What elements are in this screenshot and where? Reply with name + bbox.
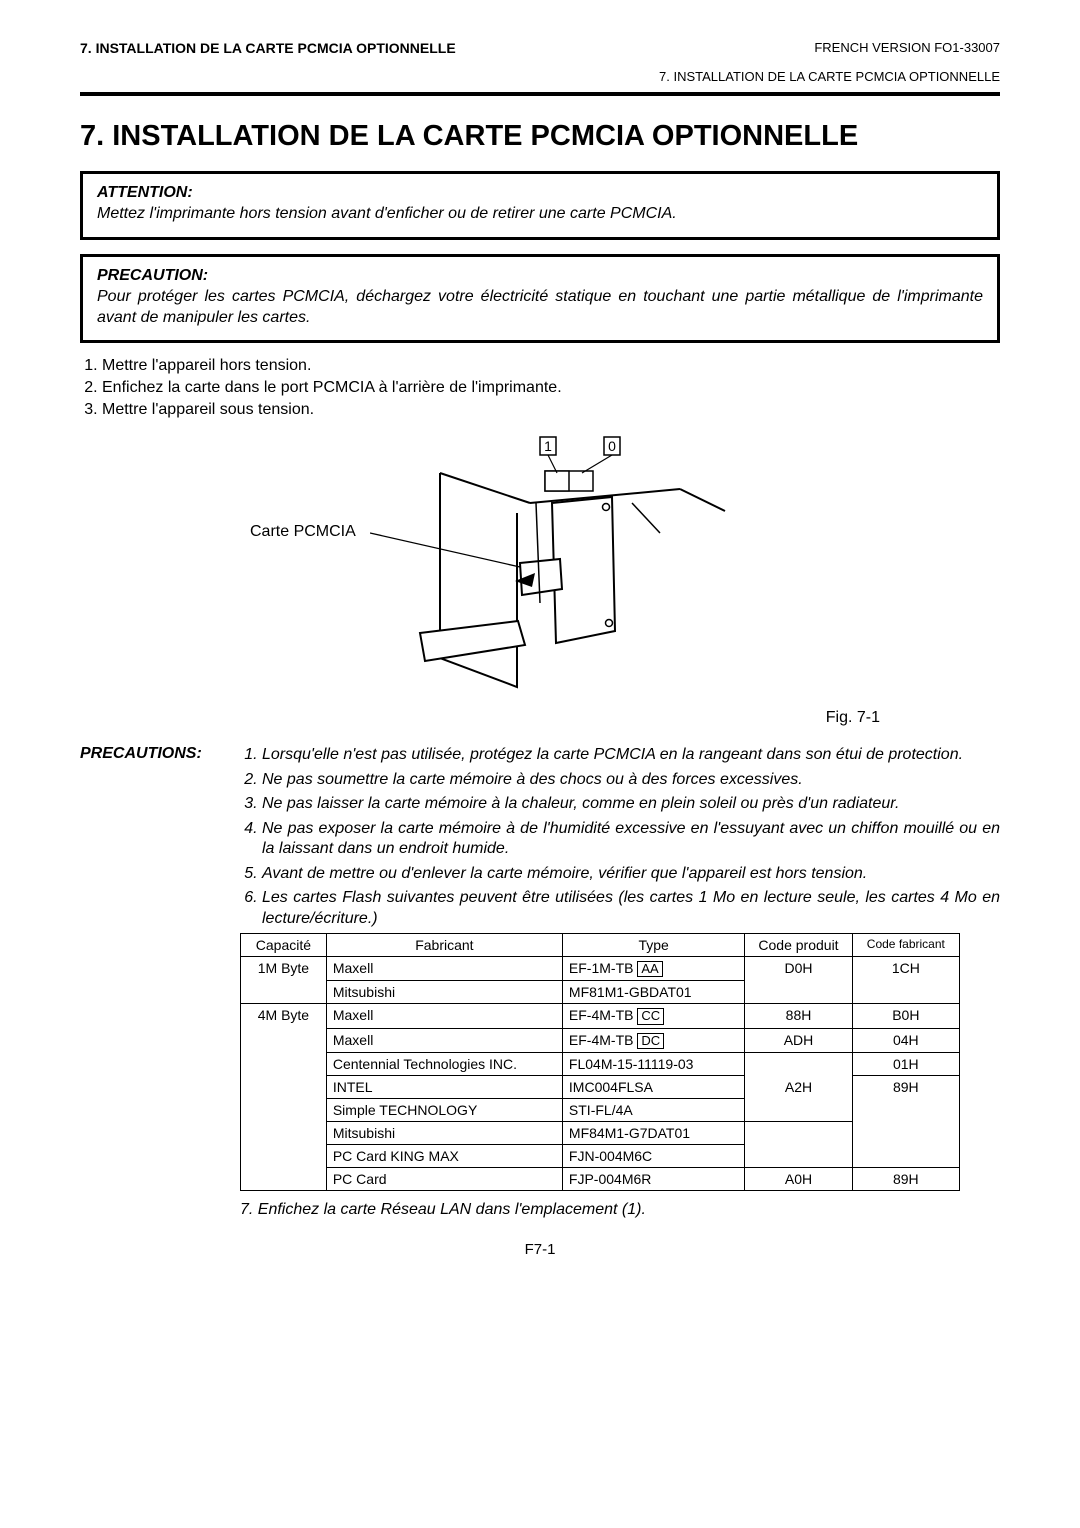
table-row: 1M Byte Maxell EF-1M-TB AA D0H 1CH [241, 957, 960, 981]
precautions-list: Lorsqu'elle n'est pas utilisée, protégez… [240, 745, 1000, 933]
step-item: Enfichez la carte dans le port PCMCIA à … [102, 379, 1000, 397]
page: 7. INSTALLATION DE LA CARTE PCMCIA OPTIO… [0, 0, 1080, 1298]
page-footer: F7-1 [80, 1241, 1000, 1258]
steps-list: Mettre l'appareil hors tension. Enfichez… [80, 357, 1000, 419]
header-version: FRENCH VERSION FO1-33007 [659, 40, 1000, 55]
precaution-item: Ne pas laisser la carte mémoire à la cha… [262, 794, 1000, 814]
precautions-block: PRECAUTIONS: Lorsqu'elle n'est pas utili… [80, 745, 1000, 933]
figure-caption: Fig. 7-1 [80, 709, 1000, 727]
step-item: Mettre l'appareil sous tension. [102, 401, 1000, 419]
precautions-label: PRECAUTIONS: [80, 745, 240, 933]
attention-box: ATTENTION: Mettez l'imprimante hors tens… [80, 171, 1000, 240]
col-manuf-code: Code fabricant [852, 934, 959, 957]
precaution-item: Avant de mettre ou d'enlever la carte mé… [262, 864, 1000, 884]
precaution-item: Les cartes Flash suivantes peuvent être … [262, 888, 1000, 929]
table-row: Mitsubishi MF81M1-GBDAT01 [241, 981, 960, 1004]
table-row: Simple TECHNOLOGY STI-FL/4A [241, 1099, 960, 1122]
table-row: INTEL IMC004FLSA A2H 89H [241, 1076, 960, 1099]
table-row: 4M Byte Maxell EF-4M-TB CC 88H B0H [241, 1004, 960, 1028]
precaution-item: Ne pas soumettre la carte mémoire à des … [262, 770, 1000, 790]
svg-text:0: 0 [608, 438, 616, 454]
attention-label: ATTENTION: [97, 184, 983, 202]
col-type: Type [562, 934, 744, 957]
col-product-code: Code produit [745, 934, 852, 957]
precaution-item-7: 7. Enfichez la carte Réseau LAN dans l'e… [240, 1201, 1000, 1219]
table-header-row: Capacité Fabricant Type Code produit Cod… [241, 934, 960, 957]
printer-diagram-icon: 1 0 [370, 433, 770, 693]
col-manufacturer: Fabricant [326, 934, 562, 957]
col-capacity: Capacité [241, 934, 327, 957]
precaution-body: Pour protéger les cartes PCMCIA, décharg… [97, 287, 983, 329]
table-row: PC Card FJP-004M6R A0H 89H [241, 1168, 960, 1191]
page-title: 7. INSTALLATION DE LA CARTE PCMCIA OPTIO… [80, 120, 1000, 153]
table-row: Mitsubishi MF84M1-G7DAT01 [241, 1122, 960, 1145]
header-left: 7. INSTALLATION DE LA CARTE PCMCIA OPTIO… [80, 40, 456, 56]
flash-cards-table: Capacité Fabricant Type Code produit Cod… [240, 933, 960, 1191]
table-row: PC Card KING MAX FJN-004M6C [241, 1145, 960, 1168]
table-row: Maxell EF-4M-TB DC ADH 04H [241, 1028, 960, 1052]
page-header: 7. INSTALLATION DE LA CARTE PCMCIA OPTIO… [80, 40, 1000, 84]
header-breadcrumb: 7. INSTALLATION DE LA CARTE PCMCIA OPTIO… [659, 69, 1000, 84]
table-row: Centennial Technologies INC. FL04M-15-11… [241, 1053, 960, 1076]
precaution-item: Lorsqu'elle n'est pas utilisée, protégez… [262, 745, 1000, 765]
step-item: Mettre l'appareil hors tension. [102, 357, 1000, 375]
header-rule [80, 92, 1000, 96]
precaution-box: PRECAUTION: Pour protéger les cartes PCM… [80, 254, 1000, 344]
svg-text:1: 1 [544, 438, 552, 454]
header-right: FRENCH VERSION FO1-33007 7. INSTALLATION… [659, 40, 1000, 84]
precaution-label: PRECAUTION: [97, 267, 983, 285]
figure: Carte PCMCIA 1 0 [80, 433, 1000, 703]
attention-body: Mettez l'imprimante hors tension avant d… [97, 204, 983, 225]
precaution-item: Ne pas exposer la carte mémoire à de l'h… [262, 819, 1000, 860]
figure-card-label: Carte PCMCIA [250, 523, 356, 541]
